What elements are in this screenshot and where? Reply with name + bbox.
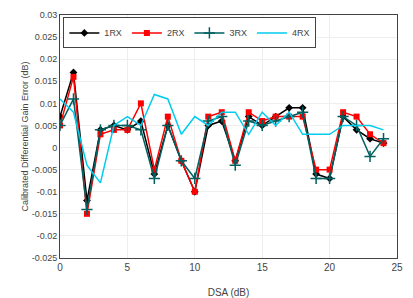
svg-text:3RX: 3RX (229, 28, 247, 38)
svg-text:5: 5 (125, 262, 131, 273)
svg-text:10: 10 (189, 262, 201, 273)
svg-text:-0.01: -0.01 (37, 187, 58, 197)
svg-text:-0.025: -0.025 (32, 253, 58, 263)
svg-text:1RX: 1RX (104, 28, 122, 38)
svg-text:4RX: 4RX (292, 28, 310, 38)
svg-text:Calibrated Differential Gain E: Calibrated Differential Gain Error (dB) (20, 62, 30, 212)
svg-text:-0.02: -0.02 (37, 231, 58, 241)
svg-text:0.015: 0.015 (35, 76, 58, 86)
svg-text:0.01: 0.01 (40, 99, 58, 109)
svg-text:-0.015: -0.015 (32, 209, 58, 219)
svg-text:15: 15 (257, 262, 269, 273)
svg-text:0.02: 0.02 (40, 54, 58, 64)
svg-text:2RX: 2RX (167, 28, 185, 38)
svg-text:0.03: 0.03 (40, 10, 58, 20)
svg-text:20: 20 (324, 262, 336, 273)
svg-text:0: 0 (57, 262, 63, 273)
svg-text:0.005: 0.005 (35, 121, 58, 131)
svg-text:-0.005: -0.005 (32, 165, 58, 175)
svg-text:DSA (dB): DSA (dB) (208, 287, 250, 298)
svg-text:0: 0 (52, 143, 57, 153)
svg-text:25: 25 (391, 262, 403, 273)
svg-text:0.025: 0.025 (35, 32, 58, 42)
